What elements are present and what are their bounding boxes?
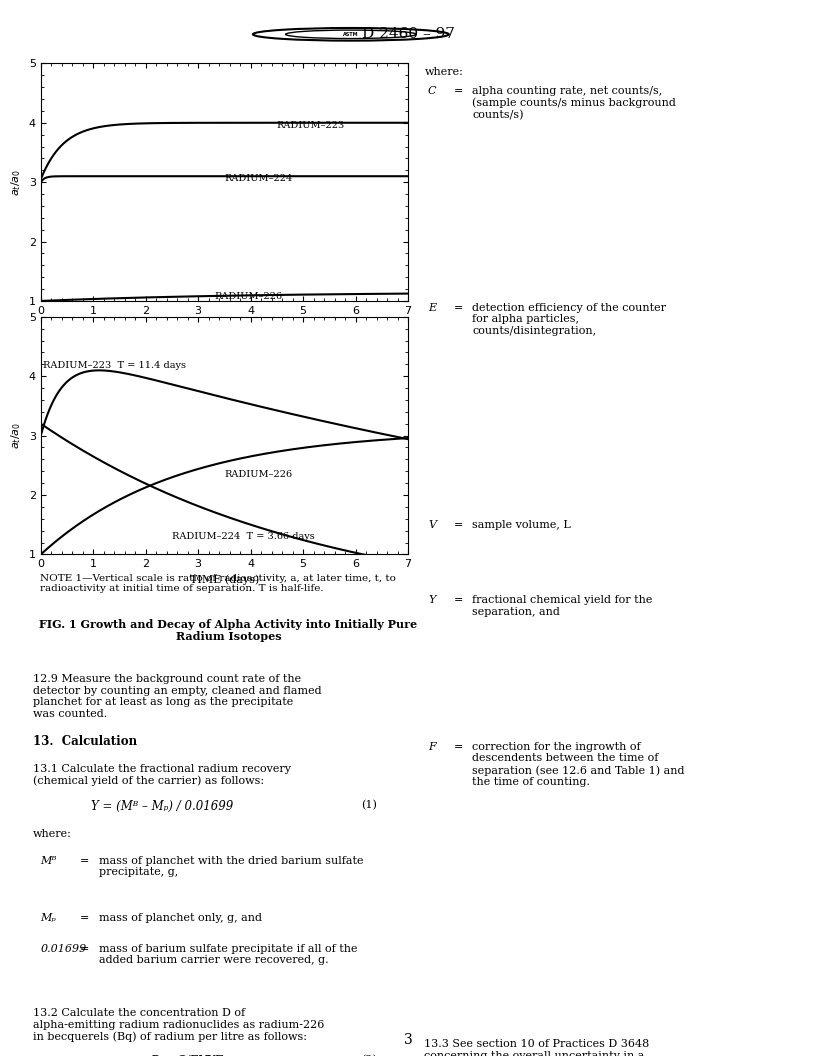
Text: F: F xyxy=(428,741,436,752)
Text: RADIUM–223: RADIUM–223 xyxy=(277,121,345,130)
Text: =: = xyxy=(454,303,463,313)
Text: correction for the ingrowth of
descendents between the time of
separation (see 1: correction for the ingrowth of descenden… xyxy=(472,741,685,787)
Text: Mₚ: Mₚ xyxy=(41,913,56,923)
Text: =: = xyxy=(80,855,89,866)
Text: Mᴮ: Mᴮ xyxy=(41,855,57,866)
Text: RADIUM–224: RADIUM–224 xyxy=(224,174,293,183)
Text: 13.3 See section 10 of Practices D 3648
concerning the overall uncertainty in a
: 13.3 See section 10 of Practices D 3648 … xyxy=(424,1039,650,1056)
Text: =: = xyxy=(454,596,463,605)
Text: where:: where: xyxy=(33,829,72,838)
Text: FIG. 1 Growth and Decay of Alpha Activity into Initially Pure
Radium Isotopes: FIG. 1 Growth and Decay of Alpha Activit… xyxy=(39,619,418,642)
Text: 13.  Calculation: 13. Calculation xyxy=(33,735,137,749)
Text: 13.2 Calculate the concentration D of
alpha-emitting radium radionuclides as rad: 13.2 Calculate the concentration D of al… xyxy=(33,1008,324,1042)
Text: detection efficiency of the counter
for alpha particles,
counts/disintegration,: detection efficiency of the counter for … xyxy=(472,303,666,336)
X-axis label: TIME ( hr ): TIME ( hr ) xyxy=(193,321,256,332)
X-axis label: TIME (days): TIME (days) xyxy=(190,574,259,585)
Text: Y: Y xyxy=(428,596,436,605)
Text: 12.9 Measure the background count rate of the
detector by counting an empty, cle: 12.9 Measure the background count rate o… xyxy=(33,675,322,719)
Text: Y = (Mᴮ – Mₚ) / 0.01699: Y = (Mᴮ – Mₚ) / 0.01699 xyxy=(91,800,233,813)
Text: 0.01699: 0.01699 xyxy=(41,944,86,954)
Text: alpha counting rate, net counts/s,
(sample counts/s minus background
counts/s): alpha counting rate, net counts/s, (samp… xyxy=(472,86,676,120)
Text: C: C xyxy=(428,86,437,96)
Text: mass of planchet with the dried barium sulfate
precipitate, g,: mass of planchet with the dried barium s… xyxy=(100,855,364,878)
Y-axis label: $a_t/a_0$: $a_t/a_0$ xyxy=(10,422,24,449)
Text: ASTM: ASTM xyxy=(343,32,359,37)
Text: =: = xyxy=(80,944,89,954)
Text: =: = xyxy=(454,741,463,752)
Text: 13.1 Calculate the fractional radium recovery
(chemical yield of the carrier) as: 13.1 Calculate the fractional radium rec… xyxy=(33,765,290,787)
Text: mass of planchet only, g, and: mass of planchet only, g, and xyxy=(100,913,262,923)
Text: sample volume, L: sample volume, L xyxy=(472,520,571,530)
Text: D 2460 – 97: D 2460 – 97 xyxy=(361,27,455,41)
Text: mass of barium sulfate precipitate if all of the
added barium carrier were recov: mass of barium sulfate precipitate if al… xyxy=(100,944,357,965)
Text: where:: where: xyxy=(424,67,463,77)
Text: =: = xyxy=(454,86,463,96)
Text: NOTE 1—Vertical scale is ratio of radioactivity, a, at later time, t, to
radioac: NOTE 1—Vertical scale is ratio of radioa… xyxy=(41,574,397,593)
Text: RADIUM–226: RADIUM–226 xyxy=(214,293,282,301)
Text: fractional chemical yield for the
separation, and: fractional chemical yield for the separa… xyxy=(472,596,653,617)
Text: V: V xyxy=(428,520,436,530)
Text: =: = xyxy=(454,520,463,530)
Text: (1): (1) xyxy=(361,800,377,810)
Text: =: = xyxy=(80,913,89,923)
Text: RADIUM–223  T = 11.4 days: RADIUM–223 T = 11.4 days xyxy=(43,361,186,371)
Text: RADIUM–226: RADIUM–226 xyxy=(224,470,292,478)
Y-axis label: $a_t/a_0$: $a_t/a_0$ xyxy=(10,169,24,195)
Text: RADIUM–224  T = 3.66 days: RADIUM–224 T = 3.66 days xyxy=(172,532,315,541)
Text: 3: 3 xyxy=(404,1033,412,1048)
Text: E: E xyxy=(428,303,436,313)
